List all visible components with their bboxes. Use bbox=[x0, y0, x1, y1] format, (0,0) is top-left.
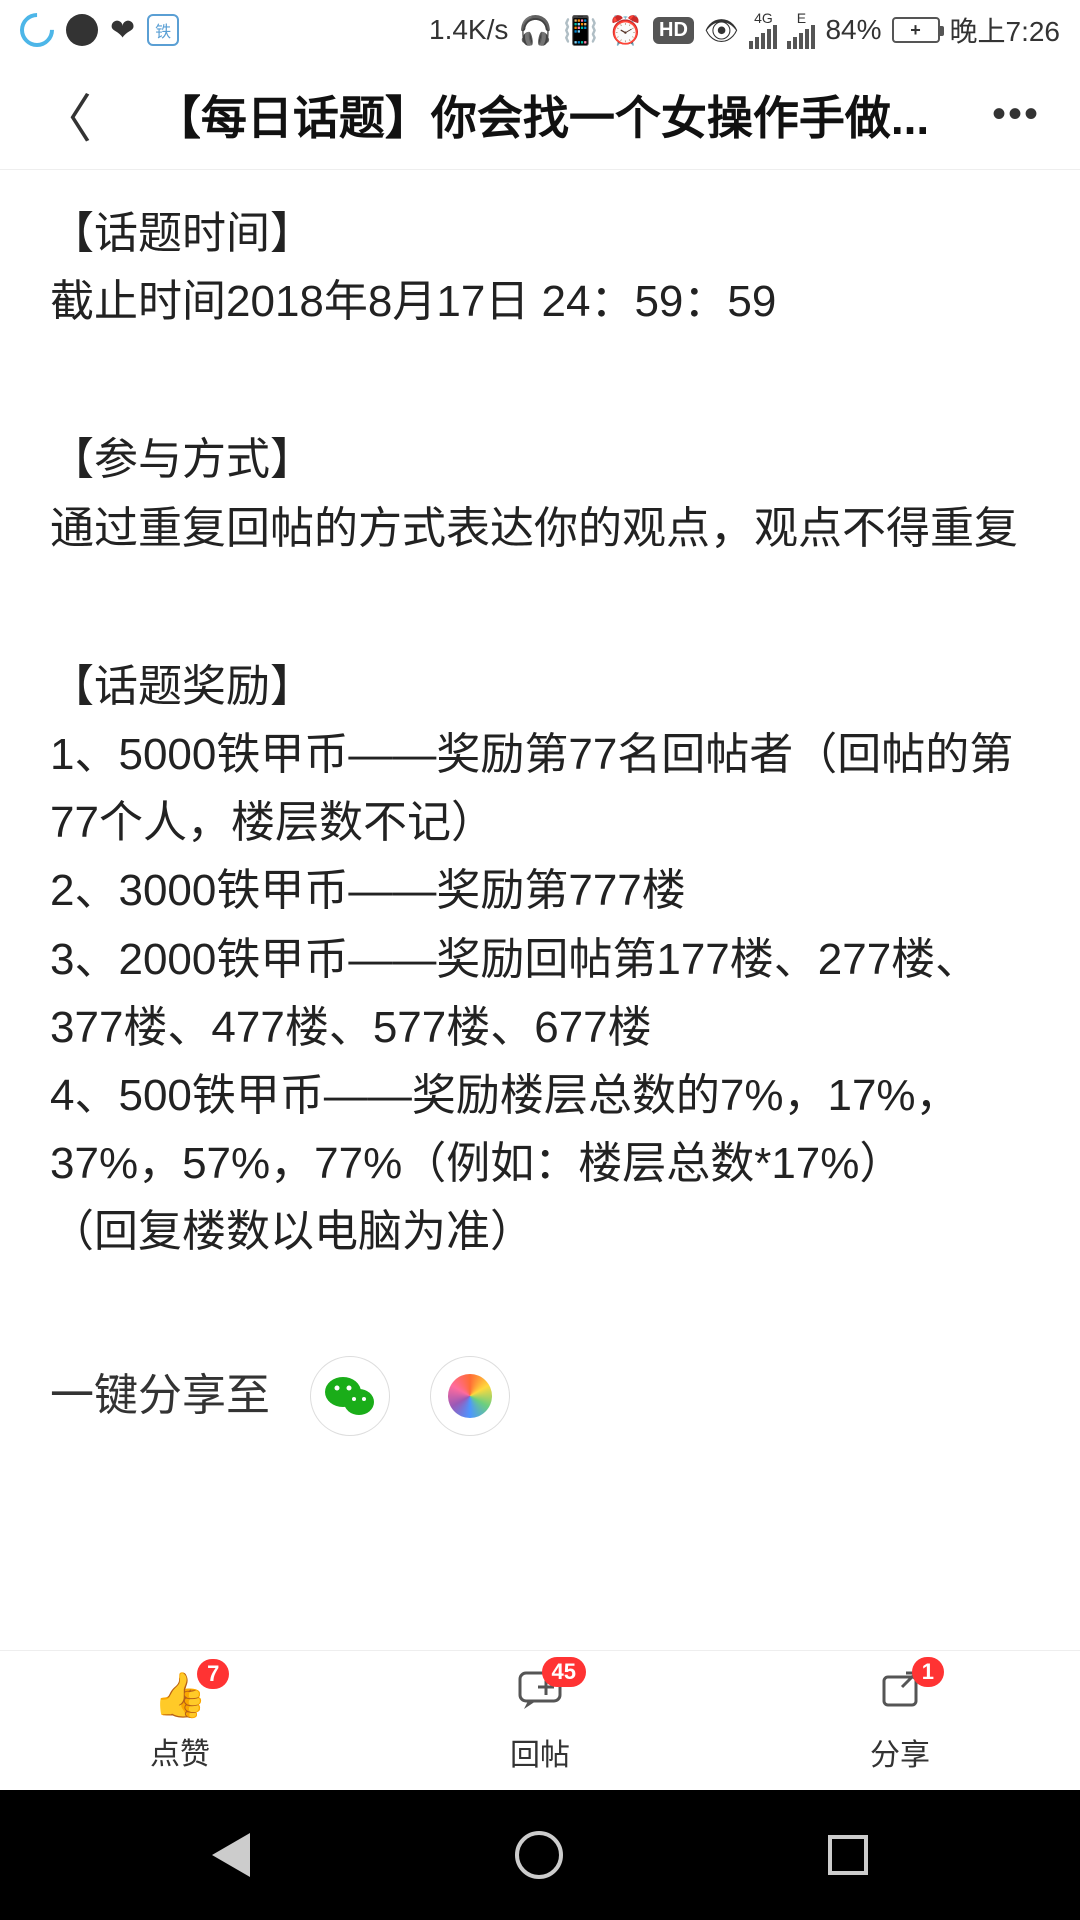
headphone-icon: 🎧 bbox=[518, 14, 553, 47]
color-wheel-icon bbox=[448, 1374, 492, 1418]
share-row: 一键分享至 bbox=[50, 1356, 1030, 1436]
network-4g-label: 4G bbox=[754, 11, 773, 25]
wechat-share-button[interactable] bbox=[310, 1356, 390, 1436]
bottom-action-bar: 👍 7 点赞 45 回帖 1 分享 bbox=[0, 1650, 1080, 1790]
reply-label: 回帖 bbox=[510, 1730, 570, 1774]
section-rewards: 【话题奖励】 1、5000铁甲币——奖励第77名回帖者（回帖的第77个人，楼层数… bbox=[50, 653, 1030, 1267]
heart-icon: ❤ bbox=[110, 13, 135, 48]
share-icon: 1 bbox=[878, 1667, 922, 1722]
section-body: 通过重复回帖的方式表达你的观点，观点不得重复 bbox=[50, 495, 1030, 563]
reward-line-5: （回复楼数以电脑为准） bbox=[50, 1198, 1030, 1266]
share-label: 一键分享至 bbox=[50, 1362, 270, 1430]
back-icon[interactable]: 〈 bbox=[30, 77, 102, 152]
wechat-icon bbox=[325, 1374, 375, 1418]
reward-line-1: 1、5000铁甲币——奖励第77名回帖者（回帖的第77个人，楼层数不记） bbox=[50, 721, 1030, 857]
status-time: 晚上7:26 bbox=[950, 10, 1061, 50]
share-label-bottom: 分享 bbox=[870, 1730, 930, 1774]
section-participation: 【参与方式】 通过重复回帖的方式表达你的观点，观点不得重复 bbox=[50, 426, 1030, 562]
nav-recent-icon[interactable] bbox=[828, 1835, 868, 1875]
share-button[interactable]: 1 分享 bbox=[720, 1651, 1080, 1790]
battery-icon: + bbox=[892, 17, 940, 43]
app-box-icon: 铁 bbox=[147, 14, 179, 46]
app-dot-icon bbox=[66, 14, 98, 46]
reward-line-4: 4、500铁甲币——奖励楼层总数的7%，17%，37%，57%，77%（例如：楼… bbox=[50, 1062, 1030, 1198]
section-title: 【参与方式】 bbox=[50, 426, 1030, 494]
reply-badge: 45 bbox=[542, 1657, 586, 1687]
status-bar: ❤ 铁 1.4K/s 🎧 📳 ⏰ HD 👁 4G E 84% + 晚上7:26 bbox=[0, 0, 1080, 60]
loading-icon bbox=[13, 6, 61, 54]
page-title: 【每日话题】你会找一个女操作手做... bbox=[102, 82, 982, 148]
reward-line-2: 2、3000铁甲币——奖励第777楼 bbox=[50, 857, 1030, 925]
section-title: 【话题时间】 bbox=[50, 200, 1030, 268]
battery-percent: 84% bbox=[825, 14, 881, 46]
more-icon[interactable]: ••• bbox=[982, 92, 1050, 137]
eye-icon: 👁 bbox=[704, 14, 740, 47]
share-badge: 1 bbox=[912, 1657, 944, 1687]
vibrate-icon: 📳 bbox=[563, 14, 598, 47]
reply-icon: 45 bbox=[516, 1667, 564, 1722]
color-share-button[interactable] bbox=[430, 1356, 510, 1436]
signal-4g-icon bbox=[749, 25, 777, 49]
nav-home-icon[interactable] bbox=[515, 1831, 563, 1879]
reply-button[interactable]: 45 回帖 bbox=[360, 1651, 720, 1790]
hd-icon: HD bbox=[653, 17, 694, 44]
like-label: 点赞 bbox=[150, 1729, 210, 1773]
post-content: 【话题时间】 截止时间2018年8月17日 24：59：59 【参与方式】 通过… bbox=[0, 170, 1080, 1650]
status-left: ❤ 铁 bbox=[20, 13, 179, 48]
signal-e-icon bbox=[787, 25, 815, 49]
reward-line-3: 3、2000铁甲币——奖励回帖第177楼、277楼、377楼、477楼、577楼… bbox=[50, 926, 1030, 1062]
nav-back-icon[interactable] bbox=[212, 1833, 250, 1877]
status-right: 1.4K/s 🎧 📳 ⏰ HD 👁 4G E 84% + 晚上7:26 bbox=[429, 10, 1060, 50]
thumbs-up-icon: 👍 7 bbox=[153, 1669, 208, 1721]
section-topic-time: 【话题时间】 截止时间2018年8月17日 24：59：59 bbox=[50, 200, 1030, 336]
network-e-label: E bbox=[797, 11, 806, 25]
alarm-icon: ⏰ bbox=[608, 14, 643, 47]
section-body: 截止时间2018年8月17日 24：59：59 bbox=[50, 268, 1030, 336]
app-header: 〈 【每日话题】你会找一个女操作手做... ••• bbox=[0, 60, 1080, 170]
like-button[interactable]: 👍 7 点赞 bbox=[0, 1651, 360, 1790]
system-nav-bar bbox=[0, 1790, 1080, 1920]
network-speed: 1.4K/s bbox=[429, 14, 508, 46]
like-badge: 7 bbox=[197, 1659, 229, 1689]
section-title: 【话题奖励】 bbox=[50, 653, 1030, 721]
